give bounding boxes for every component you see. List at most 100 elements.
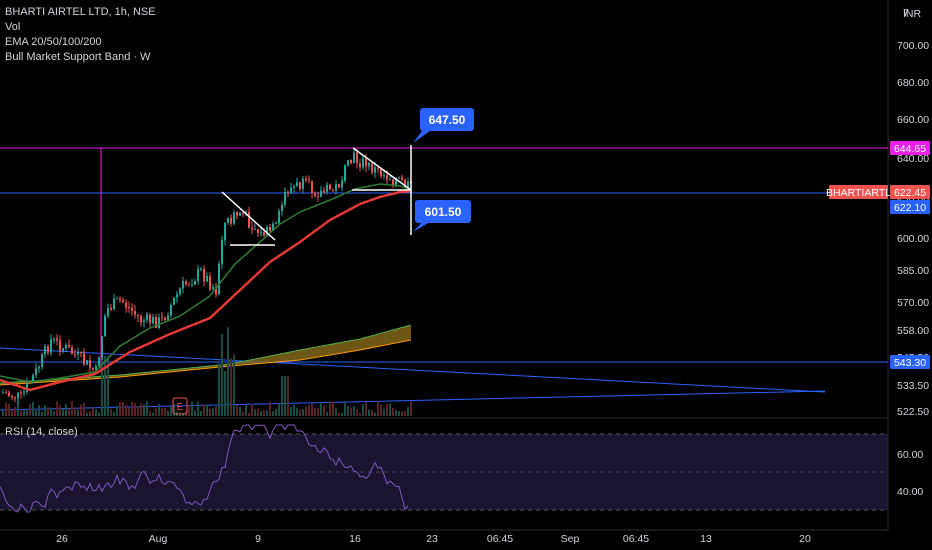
volume-bar [269, 401, 271, 416]
price-tag-box [890, 355, 930, 369]
price-tick-label: 600.00 [897, 233, 929, 245]
candle-body [71, 347, 73, 355]
volume-bar [380, 404, 382, 416]
candle-body [329, 184, 331, 190]
candle-body [104, 315, 106, 337]
candle-body [5, 392, 7, 394]
candle-body [89, 360, 91, 368]
legend-bull-band[interactable]: Bull Market Support Band · W [5, 51, 151, 63]
candle-body [149, 314, 151, 324]
candle-body [53, 338, 55, 340]
candle-body [209, 276, 211, 290]
volume-bar [377, 401, 379, 416]
volume-bar [47, 407, 49, 416]
trendline-descending[interactable] [0, 347, 826, 393]
volume-bar [98, 412, 100, 416]
candle-body [353, 152, 355, 164]
symbol-title[interactable]: BHARTI AIRTEL LTD, 1h, NSE [5, 6, 156, 18]
volume-bar [299, 409, 301, 416]
volume-bar [353, 406, 355, 416]
ema-lines [0, 183, 412, 392]
volume-bar [344, 401, 346, 416]
legend-volume[interactable]: Vol [5, 21, 21, 33]
currency-label[interactable]: 7 INR [903, 7, 922, 20]
candle-body [143, 320, 145, 323]
volume-bar [20, 410, 22, 416]
candle-body [323, 190, 325, 193]
volume-bar [278, 403, 280, 416]
volume-bar [383, 409, 385, 416]
rsi-axis[interactable]: 60.00 40.00 [897, 449, 923, 498]
volume-bar [368, 409, 370, 416]
volume-bar [257, 408, 259, 416]
volume-bar [308, 404, 310, 416]
volume-bar [212, 408, 214, 416]
time-tick-label: 26 [56, 533, 68, 545]
rsi-legend[interactable]: RSI (14, close) [5, 426, 78, 438]
volume-bar [95, 409, 97, 416]
pattern-drawings[interactable] [221, 145, 412, 246]
volume-bar [374, 412, 376, 416]
candle-body [335, 184, 337, 191]
candle-body [302, 178, 304, 189]
volume-bar [365, 402, 367, 416]
candle-body [290, 187, 292, 194]
volume-bar [104, 356, 106, 416]
volume-bar [404, 411, 406, 416]
candle-body [20, 392, 22, 394]
volume-bar [83, 403, 85, 416]
volume-bar [14, 407, 16, 416]
candles [2, 148, 412, 405]
time-tick-label: 9 [255, 533, 261, 545]
volume-bar [329, 401, 331, 416]
price-tag-label: 543.30 [894, 357, 926, 369]
volume-bar [302, 409, 304, 416]
candle-body [287, 191, 289, 194]
volume-bar [245, 404, 247, 416]
volume-bar [320, 403, 322, 416]
candle-body [74, 354, 76, 356]
candle-body [341, 180, 343, 188]
rsi-tick-label: 60.00 [897, 449, 923, 461]
volume-bar [407, 406, 409, 416]
callout-target-down-label: 601.50 [425, 205, 462, 219]
legend-ema[interactable]: EMA 20/50/100/200 [5, 36, 102, 48]
price-axis-tags: 644.65 BHARTIARTL 622.45 622.10 543.30 [826, 141, 930, 369]
candle-body [170, 304, 172, 316]
candle-body [80, 352, 82, 354]
volume-bar [359, 412, 361, 416]
volume-bar [53, 411, 55, 416]
candle-body [110, 307, 112, 310]
candle-body [56, 338, 58, 341]
volume-bar [140, 403, 142, 416]
candle-body [113, 298, 115, 310]
volume-bar [314, 408, 316, 416]
candle-body [236, 212, 238, 216]
candle-body [62, 347, 64, 352]
candle-body [152, 317, 154, 324]
callout-target-down[interactable]: 601.50 [413, 200, 471, 232]
candle-body [404, 179, 406, 188]
volume-bar [158, 404, 160, 416]
candle-body [308, 180, 310, 182]
volume-bar [8, 403, 10, 416]
volume-bar [89, 411, 91, 416]
callout-target-up[interactable]: 647.50 [413, 108, 474, 143]
volume-bar [32, 401, 34, 416]
earnings-event-marker[interactable]: E [172, 397, 188, 415]
time-tick-label: Sep [561, 533, 580, 545]
volume-bar [266, 409, 268, 416]
candle-body [44, 346, 46, 355]
candle-body [146, 314, 148, 321]
volume-bar [284, 376, 286, 416]
candle-body [155, 317, 157, 328]
volume-bar [341, 412, 343, 416]
candle-body [212, 287, 214, 290]
volume-bar [251, 403, 253, 416]
volume-bar [161, 408, 163, 416]
time-axis[interactable]: 26 Aug 9 16 23 06:45 Sep 06:45 13 20 [56, 533, 811, 545]
candle-body [311, 181, 313, 193]
candle-body [332, 189, 334, 191]
candle-body [122, 299, 124, 303]
